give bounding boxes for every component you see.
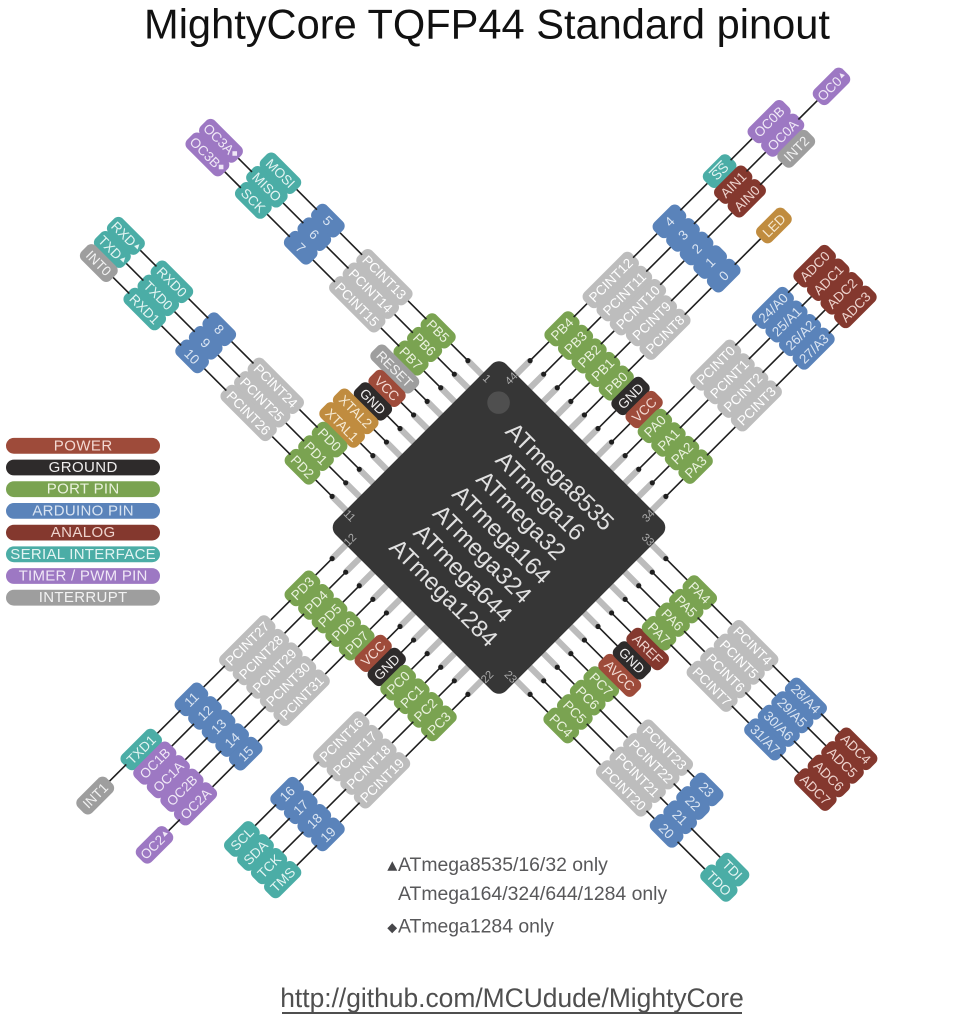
svg-text:ATmega1284 only: ATmega1284 only: [398, 916, 554, 938]
svg-text:PORT PIN: PORT PIN: [47, 481, 119, 498]
svg-text:TIMER / PWM PIN: TIMER / PWM PIN: [19, 568, 148, 585]
svg-text:SERIAL INTERFACE: SERIAL INTERFACE: [10, 546, 155, 563]
svg-text:ATmega8535/16/32 only: ATmega8535/16/32 only: [398, 854, 608, 876]
svg-text:23: 23: [696, 779, 717, 800]
svg-text:ATmega164/324/644/1284 only: ATmega164/324/644/1284 only: [398, 883, 667, 905]
svg-text:http://github.com/MCUdude/Migh: http://github.com/MCUdude/MightyCore: [280, 983, 744, 1013]
svg-text:GROUND: GROUND: [49, 459, 118, 476]
svg-text:INTERRUPT: INTERRUPT: [39, 589, 127, 606]
svg-text:MightyCore TQFP44 Standard pin: MightyCore TQFP44 Standard pinout: [144, 1, 830, 48]
svg-text:ARDUINO PIN: ARDUINO PIN: [32, 502, 133, 519]
svg-text:ANALOG: ANALOG: [51, 524, 115, 541]
svg-text:POWER: POWER: [54, 437, 113, 454]
